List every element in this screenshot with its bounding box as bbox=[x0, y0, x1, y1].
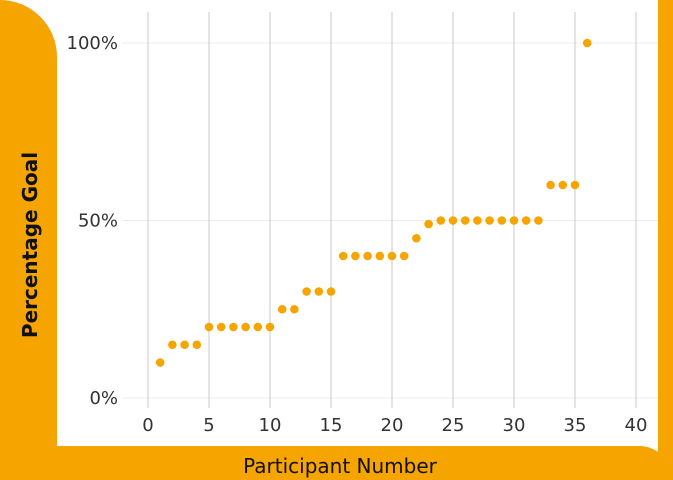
data-point bbox=[460, 216, 470, 225]
data-point bbox=[338, 251, 348, 261]
x-tick-label: 30 bbox=[503, 415, 526, 436]
data-points bbox=[155, 38, 592, 367]
data-point bbox=[253, 322, 263, 332]
data-point bbox=[448, 216, 458, 225]
data-point bbox=[473, 216, 482, 225]
data-point bbox=[265, 322, 275, 332]
tick-labels: 0% 50% 100% 0 5 10 15 20 25 30 35 40 bbox=[67, 33, 648, 436]
data-point bbox=[497, 216, 507, 225]
data-point bbox=[375, 251, 385, 261]
data-point bbox=[168, 340, 177, 350]
y-axis-label: Percentage Goal bbox=[18, 151, 42, 339]
data-point bbox=[509, 216, 519, 225]
x-axis-label: Participant Number bbox=[243, 454, 437, 478]
data-point bbox=[436, 216, 446, 225]
x-tick-label: 5 bbox=[203, 415, 214, 436]
x-tick-label: 10 bbox=[259, 415, 282, 436]
data-point bbox=[351, 251, 360, 261]
data-point bbox=[558, 180, 568, 190]
data-point bbox=[485, 216, 494, 225]
data-point bbox=[155, 358, 165, 367]
data-point bbox=[204, 322, 214, 332]
data-point bbox=[180, 340, 189, 350]
data-point bbox=[277, 304, 287, 314]
y-tick-label: 50% bbox=[78, 211, 118, 232]
data-point bbox=[582, 38, 592, 48]
data-point bbox=[314, 287, 324, 296]
data-point bbox=[424, 219, 433, 229]
data-point bbox=[229, 322, 238, 332]
x-tick-label: 40 bbox=[625, 415, 648, 436]
data-point bbox=[570, 180, 580, 190]
data-point bbox=[387, 251, 397, 261]
data-point bbox=[534, 216, 543, 225]
x-tick-label: 0 bbox=[142, 415, 153, 436]
frame-left-bar bbox=[0, 0, 57, 480]
data-point bbox=[216, 322, 226, 332]
y-tick-label: 0% bbox=[89, 388, 118, 409]
data-point bbox=[326, 287, 336, 296]
data-point bbox=[546, 180, 555, 190]
frame-bottom-bar bbox=[0, 446, 673, 480]
x-tick-label: 20 bbox=[381, 415, 404, 436]
data-point bbox=[412, 233, 421, 243]
data-point bbox=[241, 322, 250, 332]
data-point bbox=[521, 216, 531, 225]
frame-right-bar bbox=[658, 0, 673, 480]
data-point bbox=[302, 287, 311, 296]
data-point bbox=[399, 251, 409, 261]
x-tick-label: 25 bbox=[442, 415, 465, 436]
y-tick-label: 100% bbox=[67, 33, 118, 54]
x-tick-label: 35 bbox=[564, 415, 587, 436]
data-point bbox=[290, 304, 299, 314]
grid-lines bbox=[122, 12, 658, 408]
data-point bbox=[363, 251, 372, 261]
data-point bbox=[192, 340, 202, 350]
x-tick-label: 15 bbox=[320, 415, 343, 436]
